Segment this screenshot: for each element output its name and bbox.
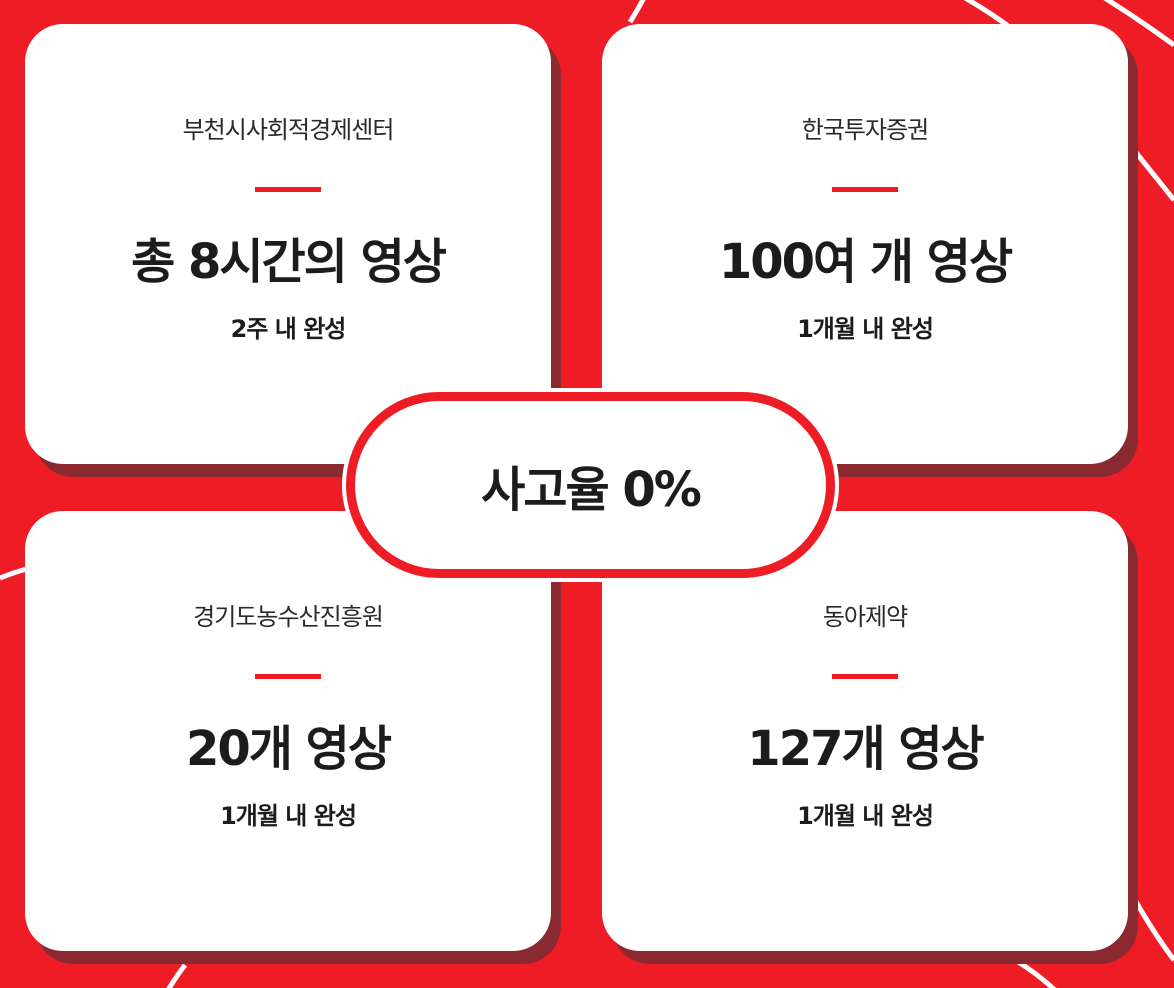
- stat-card-gyeonggi-agro: 경기도농수산진흥원 20개 영상 1개월 내 완성: [25, 511, 551, 951]
- card-subtext: 1개월 내 완성: [797, 802, 934, 830]
- card-divider: [832, 187, 898, 192]
- card-headline: 20개 영상: [186, 721, 392, 777]
- card-org-name: 경기도농수산진흥원: [193, 603, 384, 631]
- card-headline: 총 8시간의 영상: [131, 234, 447, 290]
- stat-card-dong-a-pharm: 동아제약 127개 영상 1개월 내 완성: [602, 511, 1128, 951]
- card-headline: 127개 영상: [747, 721, 984, 777]
- card-org-name: 부천시사회적경제센터: [182, 116, 395, 144]
- card-org-name: 한국투자증권: [801, 116, 929, 144]
- accident-rate-badge: 사고율 0%: [346, 392, 835, 578]
- stat-card-korea-investment: 한국투자증권 100여 개 영상 1개월 내 완성: [602, 24, 1128, 464]
- card-org-name: 동아제약: [822, 603, 908, 631]
- card-divider: [255, 187, 321, 192]
- card-divider: [832, 674, 898, 679]
- card-headline: 100여 개 영상: [718, 234, 1013, 290]
- card-subtext: 1개월 내 완성: [220, 802, 357, 830]
- card-divider: [255, 674, 321, 679]
- card-subtext: 2주 내 완성: [230, 315, 347, 343]
- card-subtext: 1개월 내 완성: [797, 315, 934, 343]
- accident-rate-label: 사고율 0%: [481, 462, 702, 518]
- stat-card-bucheon: 부천시사회적경제센터 총 8시간의 영상 2주 내 완성: [25, 24, 551, 464]
